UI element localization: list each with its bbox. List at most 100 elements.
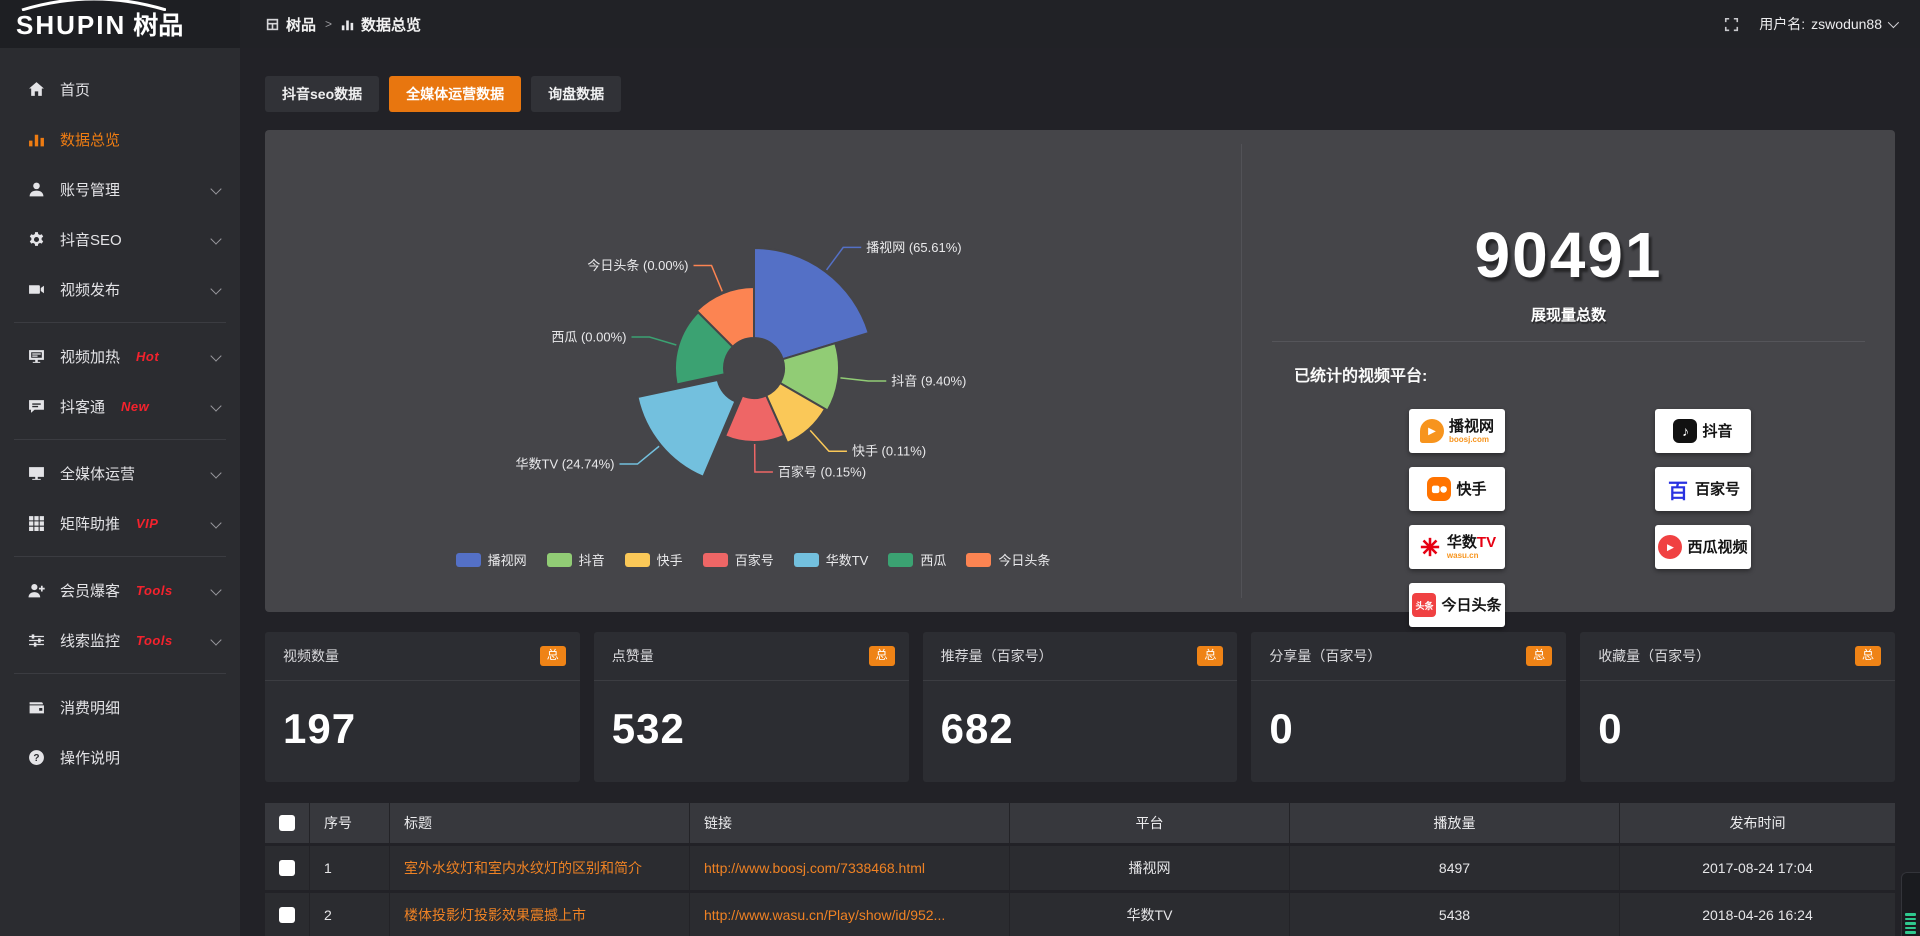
- legend-item-西瓜[interactable]: 西瓜: [888, 550, 946, 569]
- rose-label-line: [825, 246, 862, 271]
- row-select-cell: [265, 893, 310, 936]
- breadcrumb-separator: >: [325, 17, 333, 31]
- wallet-icon: [27, 698, 45, 716]
- total-badge: 总: [1526, 646, 1553, 666]
- stat-card-5: 收藏量（百家号） 总 0: [1580, 632, 1895, 782]
- cell-published: 2017-08-24 17:04: [1620, 846, 1895, 890]
- table-row: 1 室外水纹灯和室内水纹灯的区别和简介 http://www.boosj.com/7…: [265, 846, 1895, 890]
- stat-card-value: 532: [611, 705, 685, 752]
- rose-slice-华数TV[interactable]: 华数TV (24.74%): [636, 378, 737, 479]
- cell-index: 1: [310, 846, 390, 890]
- logo-text-cn: 树品: [133, 12, 184, 40]
- total-impressions-label: 展现量总数: [1530, 307, 1606, 324]
- platform-col-left: ▶ 播视网 boosj.com 快手 华数TV wasu.cn 头条 今日头条: [1409, 409, 1505, 627]
- sidebar-item-2[interactable]: 数据总览: [0, 114, 240, 164]
- platform-grid: ▶ 播视网 boosj.com 快手 华数TV wasu.cn 头条 今日头条 ♪ 抖音百百家号 ▶…: [1242, 409, 1895, 627]
- select-all-header-cell: [265, 803, 310, 843]
- legend-item-今日头条[interactable]: 今日头条: [966, 550, 1050, 569]
- sidebar-item-label: 会员爆客: [60, 582, 121, 600]
- sidebar-item-11[interactable]: 线索监控 Tools: [0, 615, 240, 665]
- stat-card-value: 197: [283, 705, 357, 752]
- brand-logo[interactable]: SHUPIN 树品: [0, 0, 240, 48]
- rose-label-今日头条: 今日头条 (0.00%): [587, 258, 688, 273]
- user-menu[interactable]: 用户名: zswodun88: [1759, 14, 1900, 34]
- sidebar-item-7[interactable]: 抖客通 New: [0, 381, 240, 431]
- legend-item-百家号[interactable]: 百家号: [702, 550, 774, 569]
- rose-slice-抖音[interactable]: 抖音 (9.40%): [778, 341, 840, 412]
- table-header-5: 播放量: [1290, 803, 1620, 843]
- stat-card-header: 点赞量 总: [593, 632, 909, 681]
- overview-panel: 播视网 (65.61%)播视网 (65.61%)抖音 (9.40%)抖音 (9.…: [265, 130, 1895, 627]
- legend-label: 播视网: [487, 553, 527, 568]
- stat-card-header: 视频数量 总: [265, 632, 580, 681]
- chevron-down-icon: [210, 467, 222, 479]
- platform-col-right: ♪ 抖音百百家号 ▶ 西瓜视频: [1655, 409, 1751, 627]
- legend-label: 华数TV: [825, 553, 869, 568]
- top-bar: SHUPIN 树品 树品 > 数据总览 用户名: zswodun88: [0, 0, 1920, 48]
- fullscreen-icon[interactable]: [1724, 17, 1739, 32]
- stat-card-label: 分享量（百家号）: [1269, 648, 1382, 664]
- cell-link[interactable]: http://www.wasu.cn/Play/show/id/952...: [690, 893, 1010, 936]
- rose-slice-今日头条[interactable]: 今日头条 (0.00%): [695, 285, 755, 349]
- sidebar-item-6[interactable]: 视频加热 Hot: [0, 331, 240, 381]
- legend-item-播视网[interactable]: 播视网: [455, 550, 527, 569]
- cell-platform: 华数TV: [1010, 893, 1290, 936]
- platform-name: 抖音: [1702, 422, 1733, 440]
- row-checkbox[interactable]: [279, 860, 295, 876]
- sidebar-item-5[interactable]: 视频发布: [0, 264, 240, 314]
- sliders-icon: [27, 631, 45, 649]
- total-badge: 总: [868, 646, 895, 666]
- sidebar-item-8[interactable]: 全媒体运营: [0, 448, 240, 498]
- row-select-cell: [265, 846, 310, 890]
- platform-badge-西瓜视频: ▶ 西瓜视频: [1655, 525, 1751, 569]
- stat-card-header: 分享量（百家号） 总: [1251, 632, 1567, 681]
- platform-sub: wasu.cn: [1446, 550, 1479, 560]
- breadcrumb-item-current[interactable]: 数据总览: [361, 16, 422, 34]
- legend-item-快手[interactable]: 快手: [624, 550, 683, 569]
- sidebar-item-label: 视频加热: [60, 348, 121, 366]
- cell-title[interactable]: 室外水纹灯和室内水纹灯的区别和简介: [390, 846, 690, 890]
- platform-name: 百家号: [1694, 480, 1740, 498]
- floating-widget[interactable]: [1901, 872, 1920, 936]
- sidebar-item-3[interactable]: 账号管理: [0, 164, 240, 214]
- table-header-4: 平台: [1010, 803, 1290, 843]
- legend-item-抖音[interactable]: 抖音: [546, 550, 605, 569]
- sidebar-item-9[interactable]: 矩阵助推 VIP: [0, 498, 240, 548]
- legend-item-华数TV[interactable]: 华数TV: [793, 550, 869, 569]
- legend-swatch: [624, 552, 650, 567]
- sidebar-item-12[interactable]: 消费明细: [0, 682, 240, 732]
- breadcrumb-item-home[interactable]: 树品: [286, 16, 317, 34]
- rose-label-播视网: 播视网 (65.61%): [866, 240, 961, 255]
- legend-swatch: [546, 552, 572, 567]
- rose-slice-播视网[interactable]: 播视网 (65.61%): [753, 246, 871, 361]
- cell-title[interactable]: 楼体投影灯投影效果震撼上市: [390, 893, 690, 936]
- row-checkbox[interactable]: [279, 907, 295, 923]
- user-icon: [27, 180, 45, 198]
- select-all-checkbox[interactable]: [279, 815, 295, 831]
- legend-label: 快手: [656, 553, 683, 568]
- sidebar-item-13[interactable]: ? 操作说明: [0, 732, 240, 782]
- sidebar-item-1[interactable]: 首页: [0, 64, 240, 114]
- sidebar-item-label: 矩阵助推: [60, 515, 121, 533]
- tab-3[interactable]: 询盘数据: [531, 76, 622, 112]
- cell-published: 2018-04-26 16:24: [1620, 893, 1895, 936]
- cell-link[interactable]: http://www.boosj.com/7338468.html: [690, 846, 1010, 890]
- sidebar-item-label: 消费明细: [60, 699, 121, 717]
- stat-card-2: 点赞量 总 532: [593, 632, 909, 782]
- cell-plays: 5438: [1290, 893, 1620, 936]
- sidebar-item-label: 抖客通: [60, 398, 106, 416]
- sidebar-item-10[interactable]: 会员爆客 Tools: [0, 565, 240, 615]
- douyin-logo-icon: ♪: [1673, 419, 1698, 443]
- rose-label-line: [809, 429, 847, 452]
- tab-2[interactable]: 全媒体运营数据: [389, 76, 522, 112]
- platform-name: 西瓜视频: [1687, 538, 1748, 556]
- rose-slice-百家号[interactable]: 百家号 (0.15%): [723, 394, 786, 443]
- stat-card-label: 点赞量: [611, 648, 654, 664]
- table-header-3: 链接: [690, 803, 1010, 843]
- platform-badge-text: 西瓜视频: [1687, 540, 1747, 555]
- sidebar-item-4[interactable]: 抖音SEO: [0, 214, 240, 264]
- tab-1[interactable]: 抖音seo数据: [265, 76, 380, 112]
- gear-icon: [27, 230, 45, 248]
